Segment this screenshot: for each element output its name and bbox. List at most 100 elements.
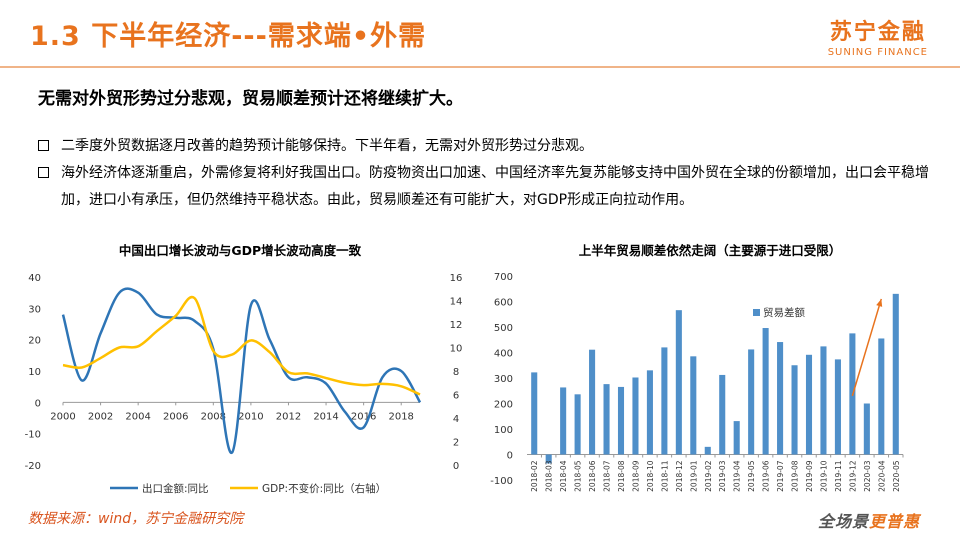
- header: 1.3 下半年经济---需求端•外需 苏宁金融 SUNING FINANCE: [0, 0, 960, 68]
- y2-tick-label: 12: [450, 320, 463, 331]
- bar: [820, 346, 827, 455]
- y2-tick-label: 6: [453, 391, 459, 402]
- y-tick-label: 200: [494, 400, 513, 411]
- bar: [545, 454, 552, 464]
- y-tick-label: -20: [25, 461, 41, 472]
- x-tick-label: 2020-03: [863, 460, 872, 492]
- x-tick-label: 2019-09: [805, 460, 814, 492]
- left-line-chart: -20 -10 0 10 20 30 40 0 2 4 6 8 10 12 14 16 2000 2002 2004…: [25, 273, 463, 495]
- right-chart-title: 上半年贸易顺差依然走阔（主要源于进口受限）: [578, 243, 842, 258]
- square-bullet-icon: [38, 167, 49, 178]
- bar: [719, 374, 726, 455]
- x-tick-label: 2020-04: [877, 460, 886, 492]
- bar: [748, 349, 755, 455]
- legend-label-export: 出口金额:同比: [142, 482, 209, 495]
- square-bullet-icon: [38, 140, 49, 151]
- y-tick-label: 30: [28, 304, 41, 315]
- x-tick-label: 2018-09: [631, 460, 640, 492]
- x-tick-label: 2018-12: [675, 460, 684, 492]
- y-tick-label: 500: [494, 323, 513, 334]
- bar: [791, 365, 798, 455]
- x-tick-label: 2018: [388, 411, 413, 422]
- x-tick-label: 2019-04: [733, 460, 742, 492]
- x-tick-label: 2018-04: [559, 460, 568, 492]
- logo-cn: 苏宁金融: [829, 20, 926, 45]
- x-tick-label: 2012: [276, 411, 301, 422]
- bullet-text: 海外经济体逐渐重启，外需修复将利好我国出口。防疫物资出口加速、中国经济率先复苏能…: [61, 165, 929, 208]
- bar: [892, 293, 899, 455]
- x-tick-label: 2016: [351, 411, 376, 422]
- y2-tick-label: 16: [450, 273, 463, 284]
- bar: [777, 342, 784, 455]
- series-line-gdp: [62, 295, 421, 396]
- bar: [762, 328, 769, 455]
- trend-arrow-line: [851, 298, 883, 397]
- x-tick-label: 2019-08: [791, 460, 800, 492]
- x-tick-label: 2008: [201, 411, 226, 422]
- y2-tick-label: 2: [453, 438, 459, 449]
- bar: [690, 356, 697, 455]
- x-tick-label: 2002: [88, 411, 113, 422]
- y-tick-label: -100: [490, 476, 513, 487]
- bar: [603, 384, 610, 455]
- y2-tick-label: 8: [453, 367, 459, 378]
- x-tick-label: 2019-05: [747, 460, 756, 492]
- legend-swatch-trade: [753, 309, 760, 316]
- x-tick-label: 2019-06: [762, 460, 771, 492]
- bullet-text: 二季度外贸数据逐月改善的趋势预计能够保持。下半年看，无需对外贸形势过分悲观。: [61, 138, 593, 154]
- bar: [704, 446, 711, 455]
- x-tick-label: 2006: [163, 411, 188, 422]
- legend-label-trade: 贸易差额: [763, 306, 805, 319]
- x-tick-label: 2019-02: [704, 460, 713, 492]
- bar: [589, 349, 596, 455]
- bar: [531, 372, 538, 455]
- legend-label-gdp: GDP:不变价:同比（右轴）: [262, 482, 386, 495]
- y-tick-label: -10: [25, 430, 41, 441]
- x-tick-label: 2018-08: [617, 460, 626, 492]
- x-tick-label: 2000: [50, 411, 75, 422]
- bar: [863, 403, 870, 455]
- bar: [733, 421, 740, 455]
- bar: [560, 387, 567, 455]
- y2-tick-label: 4: [453, 414, 459, 425]
- slogan-part-a: 全场景: [817, 512, 869, 531]
- trend-arrow-head-icon: [876, 298, 883, 307]
- bar: [574, 394, 581, 455]
- bullet-item: 二季度外贸数据逐月改善的趋势预计能够保持。下半年看，无需对外贸形势过分悲观。: [36, 133, 936, 160]
- x-tick-label: 2020-05: [892, 460, 901, 492]
- x-tick-label: 2018-02: [530, 460, 539, 492]
- page-title: 1.3 下半年经济---需求端•外需: [30, 21, 427, 52]
- y-tick-label: 0: [507, 451, 513, 462]
- y-tick-label: 40: [28, 273, 41, 284]
- y-tick-label: 100: [494, 425, 513, 436]
- x-tick-label: 2019-07: [776, 460, 785, 492]
- bar: [617, 386, 625, 455]
- x-tick-label: 2018-06: [588, 460, 597, 492]
- x-tick-label: 2018-03: [545, 460, 554, 492]
- y-tick-label: 0: [35, 398, 41, 409]
- x-tick-label: 2018-05: [574, 460, 583, 492]
- logo-en: SUNING FINANCE: [827, 47, 928, 58]
- y2-tick-label: 0: [453, 461, 459, 472]
- x-tick-label: 2014: [313, 411, 338, 422]
- y-tick-label: 10: [28, 367, 41, 378]
- bullet-item: 海外经济体逐渐重启，外需修复将利好我国出口。防疫物资出口加速、中国经济率先复苏能…: [36, 160, 936, 214]
- bar: [675, 310, 682, 455]
- y2-tick-label: 14: [450, 297, 463, 308]
- y-tick-label: 400: [494, 349, 513, 360]
- x-tick-label: 2019-03: [718, 460, 727, 492]
- x-tick-label: 2019-10: [819, 460, 828, 492]
- bar: [646, 370, 653, 455]
- y-tick-label: 600: [494, 298, 513, 309]
- data-source-note: 数据来源：wind，苏宁金融研究院: [28, 511, 244, 527]
- bar: [632, 377, 639, 455]
- x-tick-label: 2010: [238, 411, 263, 422]
- logo: 苏宁金融 SUNING FINANCE: [828, 14, 928, 58]
- x-tick-label: 2018-10: [646, 460, 655, 492]
- series-line-export: [61, 287, 422, 454]
- slide-subtitle: 无需对外贸形势过分悲观，贸易顺差预计还将继续扩大。: [38, 89, 463, 109]
- bullet-list: 二季度外贸数据逐月改善的趋势预计能够保持。下半年看，无需对外贸形势过分悲观。 海…: [36, 133, 936, 214]
- x-tick-label: 2004: [125, 411, 150, 422]
- x-tick-label: 2018-07: [603, 460, 612, 492]
- bar: [878, 338, 885, 455]
